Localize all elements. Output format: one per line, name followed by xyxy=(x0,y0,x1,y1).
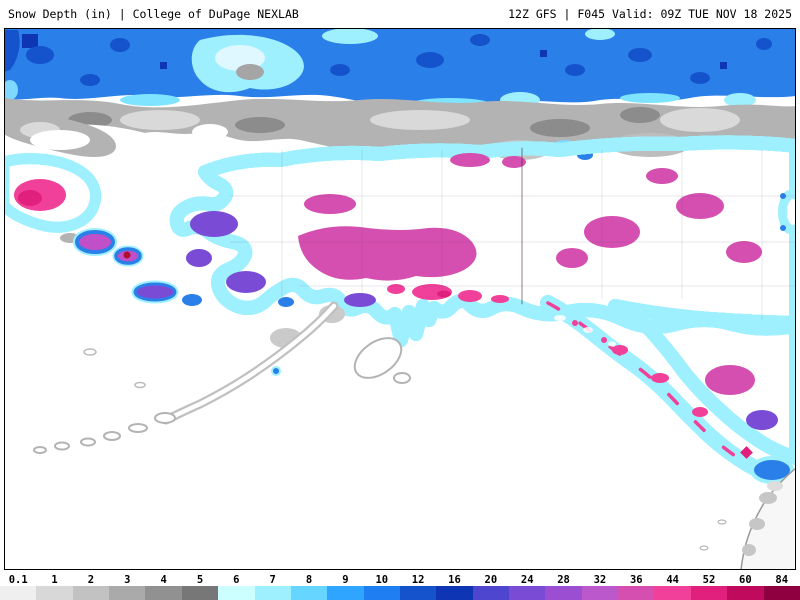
colorbar-cell xyxy=(545,586,582,600)
bc-coast xyxy=(699,467,795,569)
colorbar-cell xyxy=(581,586,619,600)
colorbar-cell xyxy=(145,586,182,600)
colorbar-cell xyxy=(0,586,37,600)
model-valid-time: 12Z GFS | F045 Valid: 09Z TUE NOV 18 202… xyxy=(508,7,792,21)
map-area xyxy=(0,28,800,573)
colorbar-cell xyxy=(181,586,219,600)
colorbar-cell xyxy=(436,586,473,600)
deep-snow-central xyxy=(298,226,477,281)
product-title: Snow Depth (in) | College of DuPage NEXL… xyxy=(8,7,299,21)
colorbar-label: 36 xyxy=(629,574,643,586)
colorbar-cell xyxy=(472,586,510,600)
aleutian-chain xyxy=(33,301,411,454)
alaska-mainland xyxy=(177,142,795,458)
colorbar-labels: 0.1 1 2 3 4 5 6 7 8 9 10 12 16 20 24 28 32 36 44 52 60 84 xyxy=(0,573,800,586)
colorbar-label: 6 xyxy=(233,574,240,586)
colorbar-label: 1 xyxy=(51,574,58,586)
colorbar-label: 16 xyxy=(448,574,461,586)
colorbar-label: 84 xyxy=(775,574,789,586)
grid-lines xyxy=(229,147,795,321)
colorbar-label: 4 xyxy=(160,574,167,586)
colorbar-label: 3 xyxy=(124,574,131,586)
colorbar-cell xyxy=(763,586,800,600)
colorbar-label: 24 xyxy=(520,574,534,586)
colorbar-label: 10 xyxy=(375,574,389,586)
colorbar-label: 32 xyxy=(593,574,607,586)
colorbar-cell xyxy=(618,586,655,600)
colorbar-label: 5 xyxy=(196,574,204,586)
kodiak-island xyxy=(353,337,403,379)
colorbar-cell xyxy=(72,586,110,600)
colorbar-label: 12 xyxy=(411,574,425,586)
colorbar-label: 20 xyxy=(484,574,498,586)
colorbar-cell xyxy=(36,586,73,600)
colorbar-cells xyxy=(0,586,800,600)
colorbar-label: 7 xyxy=(269,574,276,586)
colorbar-label: 2 xyxy=(87,574,95,586)
title-bar: Snow Depth (in) | College of DuPage NEXL… xyxy=(0,0,800,28)
colorbar-cell xyxy=(327,586,364,600)
colorbar-label: 8 xyxy=(305,574,313,586)
colorbar-label: 0.1 xyxy=(8,574,28,586)
colorbar-label: 9 xyxy=(342,574,349,586)
colorbar-cell xyxy=(254,586,291,600)
extreme-depth-dot xyxy=(123,251,131,259)
colorbar-label: 52 xyxy=(702,574,716,586)
island-snow-dot xyxy=(271,366,281,376)
colorbar-cell xyxy=(690,586,728,600)
colorbar-cell xyxy=(509,586,546,600)
colorbar-cell xyxy=(290,586,328,600)
colorbar-cell xyxy=(399,586,437,600)
colorbar-cell xyxy=(218,586,255,600)
russia-coast xyxy=(5,115,179,304)
colorbar-label: 44 xyxy=(666,574,679,586)
colorbar-cell xyxy=(109,586,146,600)
colorbar-cell xyxy=(363,586,400,600)
colorbar-label: 28 xyxy=(557,574,570,586)
colorbar-cell xyxy=(727,586,764,600)
southeast-panhandle xyxy=(540,190,795,489)
snow-depth-map xyxy=(4,28,796,570)
colorbar-label: 60 xyxy=(739,574,752,586)
colorbar-cell xyxy=(654,586,691,600)
map-border xyxy=(4,28,796,570)
